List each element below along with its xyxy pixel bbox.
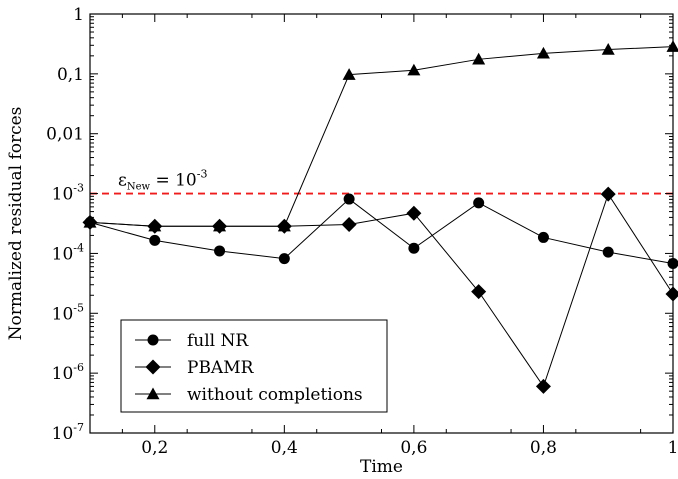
series-triangle xyxy=(83,40,678,232)
x-tick-label: 0,8 xyxy=(530,438,557,458)
x-tick-label: 0,6 xyxy=(400,438,427,458)
data-point xyxy=(537,231,549,243)
data-point xyxy=(406,205,422,221)
legend: full NR PBAMR without completions xyxy=(120,319,388,413)
data-point xyxy=(277,219,291,232)
y-tick-exponent: -7 xyxy=(73,421,84,434)
y-axis-label: Normalized residual forces xyxy=(6,107,26,341)
data-point xyxy=(214,245,226,257)
series-circle xyxy=(84,193,678,269)
threshold-label: εNew = 10-3 xyxy=(118,168,207,193)
data-point xyxy=(471,284,487,300)
data-point xyxy=(666,40,678,52)
y-tick-label: 10-6 xyxy=(52,361,84,384)
x-tick-label: 0,4 xyxy=(271,438,298,458)
y-tick-exponent: -5 xyxy=(73,301,84,314)
x-tick-label: 1 xyxy=(668,438,678,458)
data-point xyxy=(278,253,290,265)
x-tick-label: 0,2 xyxy=(141,438,168,458)
data-point xyxy=(213,219,227,232)
y-tick-label: 0,1 xyxy=(57,65,84,85)
data-point xyxy=(472,52,486,65)
y-tick-base: 10 xyxy=(52,364,74,384)
threshold-exponent: -3 xyxy=(197,168,208,181)
legend-label: PBAMR xyxy=(187,358,255,378)
data-point xyxy=(149,234,161,246)
y-tick-base: 10 xyxy=(52,424,74,444)
data-point xyxy=(342,68,356,80)
y-tick-base: 10 xyxy=(52,185,74,205)
y-tick-exponent: -4 xyxy=(73,241,84,254)
ticks-layer: 0,2 0,4 0,6 0,8 110,10,0110-310-410-510-610-… xyxy=(46,5,678,458)
y-tick-label: 10-3 xyxy=(52,182,84,205)
threshold-equals: = 10 xyxy=(150,171,197,191)
y-tick-label: 10-7 xyxy=(52,421,84,444)
legend-marker xyxy=(146,387,160,400)
y-tick-exponent: -3 xyxy=(73,182,84,195)
data-point xyxy=(407,63,421,76)
data-point xyxy=(602,246,614,258)
data-point xyxy=(535,378,551,394)
data-point xyxy=(341,216,357,232)
x-axis-label: Time xyxy=(360,457,403,477)
legend-label: full NR xyxy=(187,331,249,351)
legend-label: without completions xyxy=(187,385,363,405)
legend-marker xyxy=(145,359,161,375)
threshold-subscript: New xyxy=(127,182,151,193)
threshold-symbol: ε xyxy=(118,171,127,191)
series-layer xyxy=(82,40,678,394)
data-point xyxy=(148,219,162,232)
data-point xyxy=(536,46,550,59)
y-tick-label: 1 xyxy=(73,5,84,25)
series-line xyxy=(89,46,674,227)
series-line xyxy=(89,198,674,264)
y-tick-label: 0,01 xyxy=(46,125,84,145)
data-point xyxy=(665,286,678,302)
data-point xyxy=(343,193,355,205)
y-tick-exponent: -6 xyxy=(73,361,84,374)
legend-box xyxy=(120,319,388,413)
y-tick-label: 10-4 xyxy=(52,241,84,264)
data-point xyxy=(601,43,615,55)
y-tick-label: 10-5 xyxy=(52,301,84,324)
legend-marker xyxy=(147,334,159,346)
data-point xyxy=(408,242,420,254)
data-point xyxy=(473,197,485,209)
data-point xyxy=(600,186,616,202)
y-tick-base: 10 xyxy=(52,244,74,264)
y-tick-base: 10 xyxy=(52,304,74,324)
